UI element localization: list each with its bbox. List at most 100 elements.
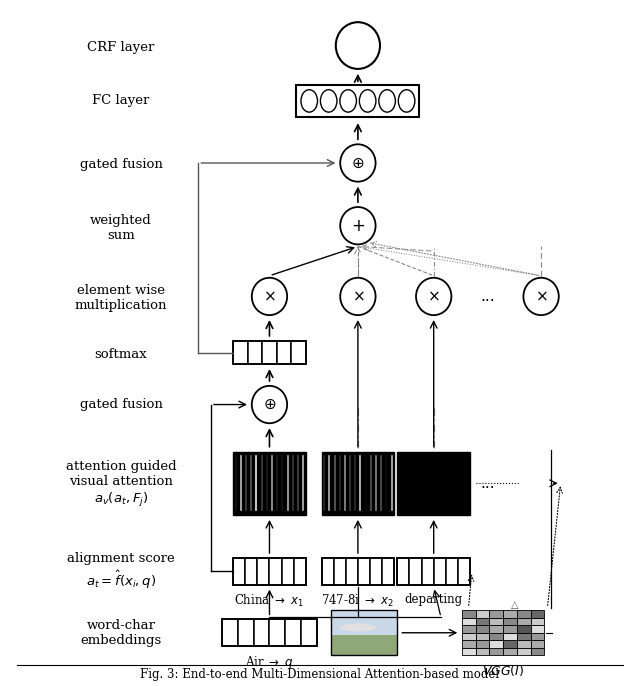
Text: FC layer: FC layer	[92, 95, 150, 108]
Text: $\times$: $\times$	[263, 289, 276, 304]
Bar	[245, 558, 257, 584]
Bar	[382, 558, 394, 584]
Bar	[531, 648, 544, 655]
Bar	[294, 558, 306, 584]
Bar	[331, 610, 397, 655]
Bar	[503, 632, 517, 640]
Bar	[462, 640, 476, 648]
Bar	[517, 625, 531, 632]
Ellipse shape	[340, 90, 356, 112]
Bar	[531, 625, 544, 632]
Bar	[397, 451, 470, 515]
Bar	[321, 451, 394, 515]
Bar	[446, 558, 458, 584]
Text: $VGG(I)$: $VGG(I)$	[482, 663, 524, 678]
Text: CRF layer: CRF layer	[87, 41, 155, 54]
Bar	[462, 625, 476, 632]
Text: $\times$: $\times$	[428, 289, 440, 304]
Bar	[253, 619, 269, 646]
Text: $\oplus$: $\oplus$	[263, 397, 276, 412]
Text: departing: departing	[404, 593, 463, 606]
Bar	[531, 610, 544, 617]
Bar	[422, 558, 434, 584]
Text: 747-8i $\rightarrow$ $x_2$: 747-8i $\rightarrow$ $x_2$	[321, 593, 394, 609]
Bar	[458, 558, 470, 584]
Bar	[291, 341, 306, 364]
Bar	[276, 341, 291, 364]
Bar	[517, 632, 531, 640]
Bar	[462, 617, 476, 625]
Bar	[503, 640, 517, 648]
Text: Air $\rightarrow$ $q$: Air $\rightarrow$ $q$	[245, 654, 294, 671]
Bar	[490, 632, 503, 640]
Text: $\oplus$: $\oplus$	[351, 156, 365, 171]
Ellipse shape	[379, 90, 396, 112]
Bar	[531, 632, 544, 640]
Text: $\times$: $\times$	[351, 289, 364, 304]
Bar	[462, 632, 476, 640]
Bar	[331, 635, 397, 655]
Bar	[282, 558, 294, 584]
Text: $\times$: $\times$	[535, 289, 547, 304]
Text: alignment score
$a_t = \hat{f}(x_i, q)$: alignment score $a_t = \hat{f}(x_i, q)$	[67, 552, 175, 591]
Bar	[331, 610, 397, 635]
Ellipse shape	[360, 90, 376, 112]
Bar	[346, 558, 358, 584]
Bar	[222, 619, 317, 646]
Bar	[490, 617, 503, 625]
Bar	[462, 648, 476, 655]
Bar	[285, 619, 301, 646]
Bar	[233, 451, 306, 515]
Bar	[517, 640, 531, 648]
Bar	[410, 558, 422, 584]
Text: element wise
multiplication: element wise multiplication	[75, 284, 167, 311]
Ellipse shape	[321, 90, 337, 112]
Bar	[358, 558, 370, 584]
Ellipse shape	[398, 90, 415, 112]
Bar	[296, 85, 419, 117]
Bar	[476, 610, 490, 617]
Text: softmax: softmax	[95, 348, 147, 361]
Bar	[531, 640, 544, 648]
Text: gated fusion: gated fusion	[79, 398, 163, 411]
Text: word-char
embeddings: word-char embeddings	[81, 619, 162, 647]
Bar	[434, 558, 446, 584]
Bar	[462, 610, 476, 617]
Bar	[517, 617, 531, 625]
Bar	[517, 610, 531, 617]
Text: China $\rightarrow$ $x_1$: China $\rightarrow$ $x_1$	[234, 593, 305, 609]
Bar	[233, 558, 306, 584]
Bar	[476, 640, 490, 648]
Bar	[301, 619, 317, 646]
Bar	[476, 648, 490, 655]
Bar	[233, 558, 245, 584]
Bar	[503, 610, 517, 617]
Bar	[262, 341, 276, 364]
Bar	[222, 619, 238, 646]
Text: Fig. 3: End-to-end Multi-Dimensional Attention-based model: Fig. 3: End-to-end Multi-Dimensional Att…	[140, 668, 500, 681]
Text: $\triangle$: $\triangle$	[509, 599, 520, 611]
Ellipse shape	[340, 624, 376, 632]
Bar	[321, 558, 394, 584]
Bar	[476, 632, 490, 640]
Bar	[490, 640, 503, 648]
Bar	[233, 341, 248, 364]
Text: attention guided
visual attention
$a_v(a_t, F_j)$: attention guided visual attention $a_v(a…	[66, 460, 177, 509]
Bar	[503, 625, 517, 632]
Bar	[370, 558, 382, 584]
Bar	[233, 341, 306, 364]
Text: gated fusion: gated fusion	[79, 158, 163, 171]
Bar	[333, 558, 346, 584]
Text: ...: ...	[480, 289, 495, 304]
Bar	[269, 558, 282, 584]
Bar	[269, 619, 285, 646]
Text: $+$: $+$	[351, 217, 365, 235]
Bar	[397, 558, 410, 584]
Ellipse shape	[301, 90, 317, 112]
Text: weighted
sum: weighted sum	[90, 214, 152, 241]
Bar	[503, 617, 517, 625]
Bar	[238, 619, 253, 646]
Bar	[531, 617, 544, 625]
Bar	[517, 648, 531, 655]
Bar	[490, 625, 503, 632]
